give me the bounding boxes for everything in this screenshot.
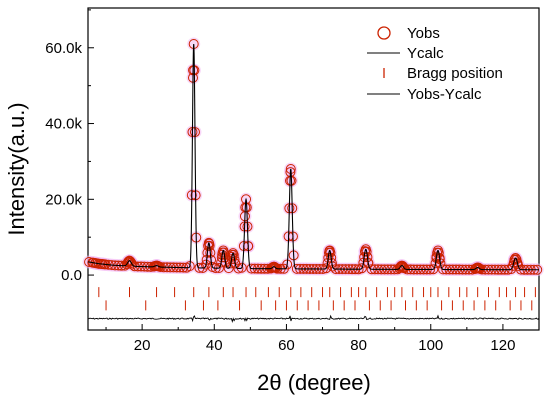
yobs-point: [362, 252, 373, 263]
yobs-point: [210, 263, 221, 274]
y-tick-label: 0.0: [61, 267, 82, 284]
plot-frame: [87, 7, 540, 331]
yobs-ycalc-line: [87, 314, 540, 324]
yobs-point: [84, 257, 95, 267]
yobs-point: [323, 252, 334, 263]
x-axis-title: 2θ (degree): [257, 370, 371, 395]
y-tick-label: 20.0k: [45, 191, 82, 208]
x-tick-label: 100: [418, 337, 443, 354]
yobs-point: [513, 260, 524, 271]
y-tick-label: 60.0k: [45, 40, 82, 57]
yobs-point: [184, 261, 195, 272]
yobs-point: [223, 263, 234, 274]
x-tick-label: 20: [134, 337, 151, 354]
yobs-point: [433, 247, 444, 258]
x-tick-label: 120: [490, 337, 515, 354]
x-tick-label: 80: [350, 337, 367, 354]
y-axis-title: Intensity(a.u.): [4, 102, 29, 235]
yobs-point: [269, 261, 280, 272]
yobs-point: [434, 254, 445, 265]
legend: Yobs Ycalc Bragg position Yobs-Ycalc: [367, 25, 503, 103]
calculated-curve-layer: [87, 43, 539, 271]
legend-yobs-label: Yobs: [407, 25, 440, 42]
yobs-point: [325, 247, 336, 258]
legend-ycalc-label: Ycalc: [407, 45, 444, 62]
yobs-point: [229, 254, 240, 265]
legend-diff-label: Yobs-Ycalc: [407, 86, 482, 103]
y-axis: 0.0 20.0k 40.0k 60.0k: [45, 9, 94, 284]
yobs-point: [356, 263, 367, 274]
yobs-point: [327, 261, 338, 272]
x-axis: 20 40 60 80 100 120: [105, 324, 540, 354]
ycalc-line: [87, 43, 539, 271]
x-tick-label: 40: [206, 337, 223, 354]
yobs-point: [121, 259, 132, 270]
legend-bragg-label: Bragg position: [407, 65, 503, 82]
x-tick-label: 60: [278, 337, 295, 354]
legend-yobs-marker: [377, 26, 391, 40]
difference-curve-layer: [87, 314, 540, 324]
yobs-point: [126, 257, 137, 268]
yobs-point: [219, 252, 230, 263]
yobs-point: [321, 263, 332, 274]
yobs-point: [361, 246, 372, 257]
bragg-positions-layer: [98, 287, 536, 311]
y-tick-label: 40.0k: [45, 116, 82, 133]
